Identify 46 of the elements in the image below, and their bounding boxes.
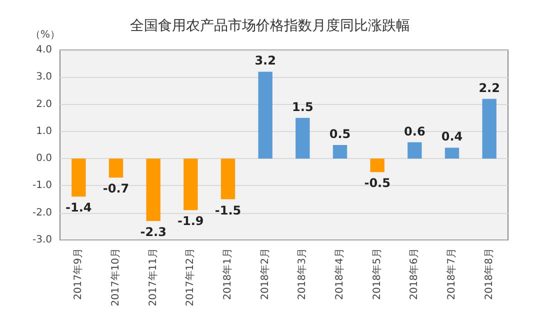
chart-title: 全国食用农产品市场价格指数月度同比涨跌幅 [130,18,410,34]
x-tick-label: 2018年4月 [334,248,346,300]
x-tick-label: 2018年6月 [408,248,420,300]
y-tick-label: 4.0 [36,44,52,56]
x-tick-label: 2018年7月 [446,248,458,300]
data-label: -1.9 [178,214,204,228]
bar [296,118,310,159]
data-label: 0.4 [441,130,463,144]
data-label: -0.5 [364,176,390,190]
y-tick-label: 3.0 [36,72,52,83]
bar [258,72,272,159]
bar [482,98,496,159]
bar [72,158,86,197]
data-label: 1.5 [292,100,314,114]
bar [108,158,124,178]
y-tick-label: -3.0 [32,234,52,246]
bar [146,158,160,221]
bar [332,145,348,159]
y-tick-label: -2.0 [32,207,52,218]
x-tick-label: 2018年2月 [258,248,271,300]
x-tick-label: 2017年12月 [184,248,196,306]
x-tick-label: 2017年10月 [110,248,122,306]
y-tick-label: 1.0 [36,126,52,137]
y-tick-label: 2.0 [36,98,52,110]
x-tick-label: 2017年11月 [146,248,159,306]
x-tick-label: 2018年8月 [482,248,495,300]
data-label: 0.6 [404,124,426,138]
y-tick-label: 0.0 [36,153,52,164]
bar [444,148,460,159]
x-tick-label: 2017年9月 [72,248,84,300]
data-label: -1.4 [66,200,92,215]
y-axis-title: （%） [30,30,60,40]
bar [370,158,384,172]
bar [408,142,422,159]
x-tick-label: 2018年3月 [296,248,308,300]
data-label: -0.7 [102,182,130,196]
x-tick-label: 2018年5月 [370,248,383,300]
x-tick-label: 2018年1月 [222,248,234,300]
data-label: -2.3 [140,225,166,239]
bar [220,158,236,200]
data-label: -1.5 [214,203,242,218]
data-label: 2.2 [478,80,500,95]
data-label: 3.2 [254,54,276,68]
bar [184,158,198,210]
data-label: 0.5 [329,127,351,141]
y-tick-label: -1.0 [32,180,52,192]
